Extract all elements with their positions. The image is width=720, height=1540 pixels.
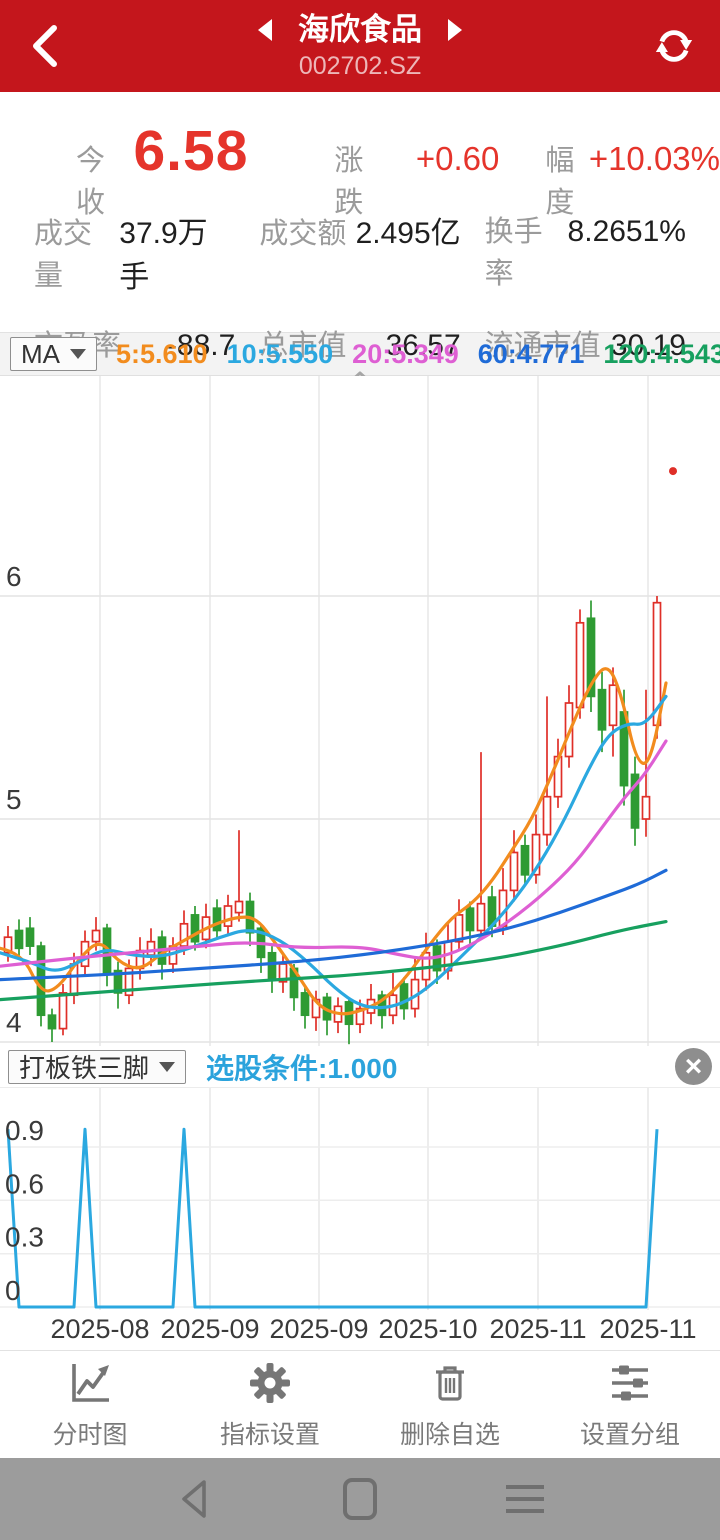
sliders-icon xyxy=(612,1365,648,1400)
quote-main-row: 今收 6.58 涨跌 +0.60 幅度 +10.03% xyxy=(0,92,720,219)
ma5-value: 5:5.610 xyxy=(116,338,208,369)
svg-text:5: 5 xyxy=(6,784,22,815)
close-label: 今收 xyxy=(76,145,106,219)
ma120-line xyxy=(0,920,668,1002)
x-axis-label: 2025-09 xyxy=(269,1314,369,1344)
quote-stats-row-1: 成交量 37.9万手 成交额 2.495亿 换手率 8.2651% xyxy=(0,208,720,296)
svg-text:0.6: 0.6 xyxy=(5,1168,44,1199)
range-value: +10.03% xyxy=(588,140,720,177)
toolbar-item-intraday[interactable]: 分时图 xyxy=(0,1351,180,1458)
stat-float-cap: 流通市值 30.19 xyxy=(484,329,686,362)
ma-selector-dropdown[interactable]: MA xyxy=(10,337,97,371)
stat-turnover: 成交额 2.495亿 xyxy=(259,217,461,250)
x-axis-label: 2025-11 xyxy=(489,1314,587,1344)
svg-text:4: 4 xyxy=(6,1007,22,1038)
chevron-down-icon xyxy=(159,1061,176,1072)
toolbar-item-delete-watchlist[interactable]: 删除自选 xyxy=(360,1351,540,1458)
nav-menu-button[interactable] xyxy=(502,1476,548,1522)
indicator-selector-label: 打板铁三脚 xyxy=(19,1053,150,1083)
x-axis-label: 2025-11 xyxy=(599,1314,697,1344)
header-title-block: 海欣食品 002702.SZ xyxy=(68,12,652,81)
next-stock-icon[interactable] xyxy=(448,18,462,41)
svg-text:0.9: 0.9 xyxy=(5,1115,44,1146)
x-axis-label: 2025-08 xyxy=(50,1314,150,1344)
x-axis: 2025-08 2025-09 2025-09 2025-10 2025-11 2025-… xyxy=(0,1310,720,1350)
prev-stock-icon[interactable] xyxy=(258,18,272,41)
x-axis-label: 2025-10 xyxy=(378,1314,478,1344)
ma60-line xyxy=(0,868,668,982)
quote-panel: 今收 6.58 涨跌 +0.60 幅度 +10.03% 成交量 37.9万手 成… xyxy=(0,92,720,385)
ma20-line xyxy=(0,739,668,968)
close-icon: × xyxy=(684,1049,703,1083)
x-axis-label: 2025-09 xyxy=(160,1314,260,1344)
gear-icon xyxy=(250,1362,290,1403)
refresh-icon[interactable] xyxy=(652,24,696,68)
main-candlestick-chart[interactable]: 6 5 4 xyxy=(0,376,720,1046)
ma120-value: 120:4.543 xyxy=(603,338,720,369)
indicator-bar: 打板铁三脚 选股条件:1.000 × xyxy=(0,1046,720,1088)
home-square-icon xyxy=(343,1478,377,1520)
indicator-selector-dropdown[interactable]: 打板铁三脚 xyxy=(8,1049,187,1084)
android-nav-bar xyxy=(0,1458,720,1540)
change-value: +0.60 xyxy=(415,140,500,177)
back-icon[interactable] xyxy=(24,22,68,70)
stock-title: 海欣食品 xyxy=(298,11,422,47)
toolbar-item-set-group[interactable]: 设置分组 xyxy=(540,1351,720,1458)
trash-icon xyxy=(436,1365,464,1401)
indicator-sub-chart[interactable]: 0.9 0.6 0.3 0 xyxy=(0,1088,720,1310)
stat-market-cap: 总市值 36.57 xyxy=(259,329,461,362)
svg-text:0: 0 xyxy=(5,1275,21,1306)
ma10-value: 10:5.550 xyxy=(226,338,334,369)
ma-bar: MA 5:5.610 10:5.550 20:5.349 60:4.771 12… xyxy=(0,332,720,376)
candlestick-svg: 6 5 4 xyxy=(0,376,720,1046)
stat-turnover-rate: 换手率 8.2651% xyxy=(484,215,686,290)
indicator-line-svg: 0.9 0.6 0.3 0 xyxy=(0,1088,720,1310)
back-triangle-icon xyxy=(182,1480,206,1518)
bottom-toolbar: 分时图 指标设置 删除自选 xyxy=(0,1350,720,1458)
stock-code: 002702.SZ xyxy=(298,51,422,80)
app-header: 海欣食品 002702.SZ xyxy=(0,0,720,92)
ma-selector-label: MA xyxy=(21,338,60,369)
toolbar-item-indicator-settings[interactable]: 指标设置 xyxy=(180,1351,360,1458)
change-label: 涨跌 xyxy=(334,145,364,219)
ma5-line xyxy=(0,667,668,1016)
quote-stats-row-2: 市盈率 -88.7 总市值 36.57 流通市值 30.19 xyxy=(0,322,720,364)
chevron-down-icon xyxy=(70,349,86,359)
close-price: 6.58 xyxy=(133,119,249,183)
nav-home-button[interactable] xyxy=(337,1476,383,1522)
ma20-value: 20:5.349 xyxy=(352,338,459,369)
menu-lines-icon xyxy=(506,1485,544,1513)
range-label: 幅度 xyxy=(545,145,575,219)
nav-back-button[interactable] xyxy=(172,1476,218,1522)
svg-text:0.3: 0.3 xyxy=(5,1222,44,1253)
line-chart-icon xyxy=(72,1363,109,1402)
ma60-value: 60:4.771 xyxy=(477,338,585,369)
stat-volume: 成交量 37.9万手 xyxy=(34,217,208,294)
svg-text:6: 6 xyxy=(6,561,22,592)
close-indicator-button[interactable]: × xyxy=(675,1048,712,1085)
indicator-condition: 选股条件:1.000 xyxy=(206,1052,398,1084)
